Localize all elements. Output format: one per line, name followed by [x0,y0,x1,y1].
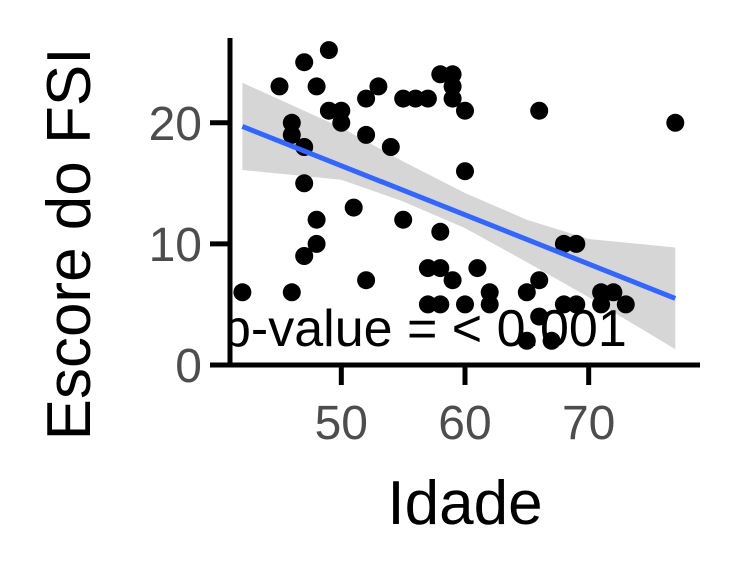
data-point-13 [319,41,338,60]
data-point-26 [418,89,437,108]
data-point-28 [418,295,437,314]
ticks-layer: 0 10 20 50 60 70 [149,98,616,450]
y-tick-label-0: 0 [175,340,202,393]
x-tick-label-70: 70 [562,397,615,450]
data-point-16 [332,113,351,132]
data-point-11 [307,210,326,229]
y-tick-label-20: 20 [149,98,202,151]
data-point-35 [443,89,462,108]
data-point-45 [530,101,549,120]
data-point-54 [592,295,611,314]
data-point-4 [282,125,301,144]
x-axis-title: Idade [387,469,542,538]
data-point-23 [394,89,413,108]
data-point-56 [616,295,635,314]
regression-line [241,124,677,301]
data-point-17 [344,198,363,217]
data-point-37 [456,101,474,120]
data-point-38 [456,162,474,181]
data-point-1 [233,283,252,302]
data-point-9 [295,247,314,265]
data-point-29 [431,65,450,84]
y-tick-label-10: 10 [149,219,202,272]
x-tick-label-50: 50 [315,397,368,450]
data-point-24 [394,210,413,229]
data-point-14 [319,101,338,120]
data-point-51 [567,234,586,253]
data-point-48 [542,331,561,350]
data-point-32 [431,295,450,314]
data-point-57 [666,113,685,132]
data-point-25 [406,89,425,108]
y-axis-title: Escore do FSI [35,48,104,441]
x-tick-label-60: 60 [438,397,491,450]
data-point-40 [468,259,487,278]
data-point-10 [307,77,326,96]
data-point-42 [480,295,499,314]
data-point-22 [381,138,400,156]
data-point-18 [357,89,376,108]
data-point-27 [418,259,437,278]
fit-line-layer [241,124,677,301]
data-point-49 [554,234,573,253]
data-point-47 [530,307,549,326]
data-point-52 [567,295,586,314]
p-value-annotation: p-value = < 0.001 [222,300,627,358]
data-point-6 [295,53,314,72]
data-point-2 [270,77,289,96]
data-point-8 [295,174,314,193]
data-point-31 [431,259,450,278]
ci-band-layer [242,82,676,350]
data-point-19 [357,125,376,144]
data-point-44 [517,331,536,350]
data-point-12 [307,234,326,253]
confidence-band [242,82,676,350]
data-point-20 [357,271,376,290]
data-point-5 [282,283,301,302]
data-point-50 [554,295,573,314]
left-margin-mask [0,0,230,375]
data-point-43 [517,283,536,302]
data-point-55 [604,283,623,302]
data-point-46 [530,271,549,290]
data-point-39 [456,295,474,314]
data-point-30 [431,222,450,241]
data-point-36 [443,271,462,290]
data-point-21 [369,77,388,96]
